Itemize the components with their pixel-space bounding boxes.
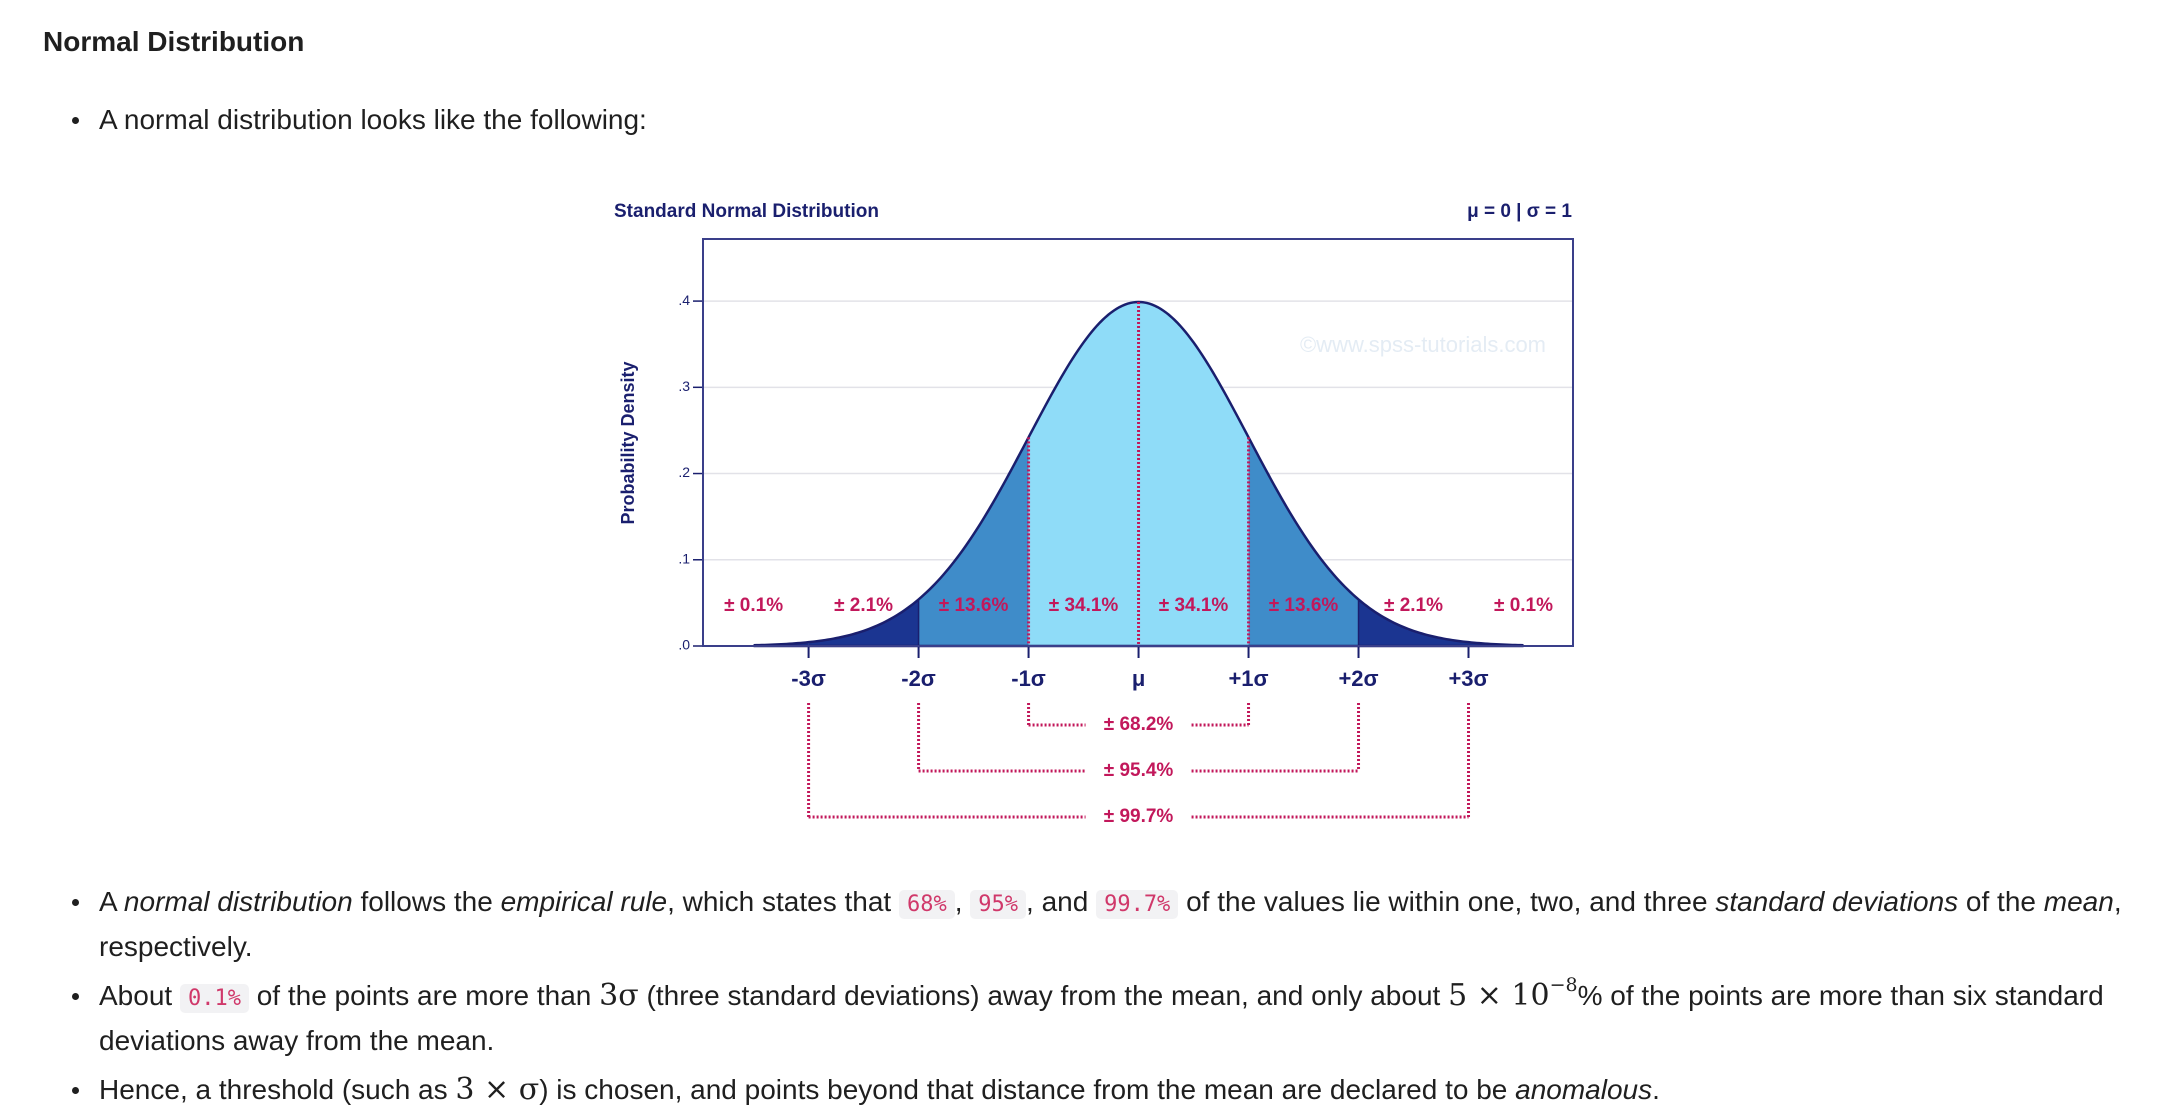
- list-item: A normal distribution follows the empiri…: [72, 881, 2134, 968]
- italic-text: anomalous: [1515, 1074, 1653, 1105]
- math-text: 3σ: [599, 978, 639, 1013]
- italic-text: mean: [2043, 886, 2114, 917]
- x-tick-label: μ: [1132, 666, 1145, 691]
- y-tick-label: .3: [678, 378, 690, 394]
- intro-list: A normal distribution looks like the fol…: [72, 99, 2139, 148]
- code-text: 0.1%: [179, 984, 249, 1013]
- watermark: ©www.spss-tutorials.com: [1300, 332, 1546, 357]
- code-text: 99.7%: [1096, 890, 1179, 919]
- region-label: ± 0.1%: [724, 595, 783, 616]
- sup-text: −8: [1549, 974, 1578, 996]
- figure: Standard Normal Distribution μ = 0 | σ = …: [614, 201, 1574, 827]
- y-axis-label: Probability Density: [618, 361, 638, 524]
- text: of the: [1958, 886, 2044, 917]
- italic-text: normal distribution: [123, 886, 353, 917]
- x-tick-label: -3σ: [791, 666, 826, 691]
- text: About: [99, 980, 180, 1011]
- bullet-list: A normal distribution follows the empiri…: [72, 881, 2134, 1118]
- text: , and: [1026, 886, 1097, 917]
- region-label: ± 34.1%: [1159, 595, 1229, 616]
- plot-frame: [702, 238, 1574, 647]
- heading: Normal Distribution: [43, 26, 305, 57]
- list-item: Hence, a threshold (such as 3 × σ) is ch…: [72, 1069, 2134, 1111]
- region-label: ± 2.1%: [1384, 595, 1443, 616]
- x-tick-label: +3σ: [1448, 666, 1488, 691]
- figure-title: Standard Normal Distribution: [614, 201, 879, 222]
- bracket-label: ± 68.2%: [1104, 714, 1174, 735]
- code-text: 68%: [898, 890, 955, 919]
- y-tick-label: .0: [678, 637, 690, 653]
- x-tick-label: +1σ: [1228, 666, 1268, 691]
- region-label: ± 13.6%: [1269, 595, 1339, 616]
- text: (three standard deviations) away from th…: [638, 980, 1449, 1011]
- list-item: About 0.1% of the points are more than 3…: [72, 974, 2134, 1062]
- math-text: 3 × σ: [455, 1072, 540, 1107]
- region-area: [808, 599, 919, 646]
- text: Hence, a threshold (such as: [99, 1074, 456, 1105]
- text: A: [99, 886, 124, 917]
- italic-text: standard deviations: [1715, 886, 1959, 917]
- text: ) is chosen, and points beyond that dist…: [539, 1074, 1516, 1105]
- italic-text: empirical rule: [500, 886, 668, 917]
- bracket-label: ± 99.7%: [1104, 806, 1174, 827]
- text: , respectively.: [99, 886, 2122, 962]
- region-label: ± 0.1%: [1494, 595, 1553, 616]
- text: of the values lie within one, two, and t…: [1178, 886, 1716, 917]
- y-tick-label: .4: [678, 292, 690, 308]
- text: % of the points are more than six standa…: [99, 980, 2104, 1056]
- x-tick-label: +2σ: [1338, 666, 1378, 691]
- text: , which states that: [667, 886, 899, 917]
- text: follows the: [352, 886, 501, 917]
- region-label: ± 2.1%: [834, 595, 893, 616]
- x-tick-label: -1σ: [1011, 666, 1046, 691]
- list-item: A normal distribution looks like the fol…: [72, 99, 2139, 141]
- region-area: [1358, 599, 1469, 646]
- bracket-label: ± 95.4%: [1104, 760, 1174, 781]
- y-tick-label: .1: [678, 550, 690, 566]
- region-label: ± 13.6%: [939, 595, 1009, 616]
- text: A normal distribution looks like the fol…: [99, 104, 647, 135]
- text: of the points are more than: [248, 980, 600, 1011]
- y-tick-label: .2: [678, 464, 690, 480]
- math-text: 5 × 10: [1448, 978, 1550, 1013]
- region-label: ± 34.1%: [1049, 595, 1119, 616]
- text: ,: [954, 886, 971, 917]
- figure-subtitle: μ = 0 | σ = 1: [1467, 201, 1572, 222]
- text: .: [1652, 1074, 1660, 1105]
- code-text: 95%: [970, 890, 1027, 919]
- x-tick-label: -2σ: [901, 666, 936, 691]
